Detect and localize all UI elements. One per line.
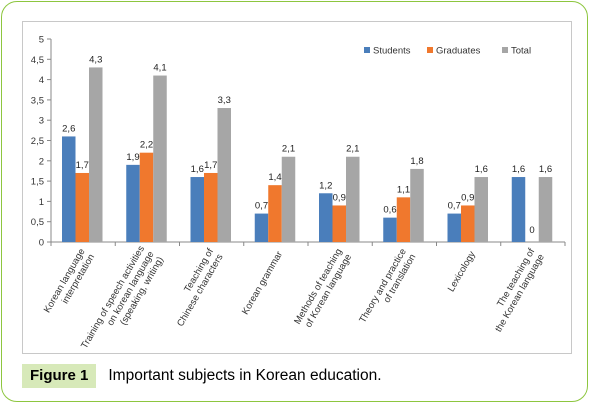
- data-label: 1,7: [76, 160, 89, 171]
- bar-students: [62, 136, 76, 242]
- y-tick-label: 0,5: [31, 217, 44, 228]
- category-label-line: Lexicology: [446, 249, 478, 294]
- data-label: 1,1: [397, 184, 410, 195]
- bar-total: [153, 75, 167, 242]
- bar-total: [89, 67, 103, 242]
- y-tick-label: 4: [39, 75, 44, 86]
- data-label: 4,3: [89, 54, 102, 65]
- figure-caption: Figure 1 Important subjects in Korean ed…: [22, 364, 382, 388]
- data-label: 0,6: [383, 205, 396, 216]
- bar-graduates: [461, 205, 475, 242]
- legend-label-total: Total: [511, 46, 531, 57]
- data-label: 0,7: [448, 201, 461, 212]
- data-label: 1,9: [126, 152, 139, 163]
- y-tick-label: 2,5: [31, 136, 44, 147]
- y-tick-label: 1,5: [31, 177, 44, 188]
- bar-total: [346, 156, 360, 242]
- data-label: 0: [529, 225, 534, 236]
- figure-label: Figure 1: [22, 364, 97, 388]
- category-label-line: Korean grammar: [240, 250, 285, 317]
- data-label: 2,6: [62, 123, 75, 134]
- data-label: 1,6: [512, 164, 525, 175]
- bar-graduates: [268, 185, 282, 242]
- category-label: Korean grammar: [240, 250, 285, 317]
- data-label: 1,7: [204, 160, 217, 171]
- bar-graduates: [332, 205, 346, 242]
- y-tick-label: 5: [39, 35, 44, 46]
- data-label: 0,9: [333, 192, 346, 203]
- bar-total: [410, 168, 424, 242]
- data-label: 2,1: [346, 144, 359, 155]
- y-tick-label: 3,5: [31, 95, 44, 106]
- bar-graduates: [204, 172, 218, 242]
- data-label: 4,1: [153, 63, 166, 74]
- bar-students: [511, 177, 526, 242]
- category-label: Lexicology: [446, 249, 478, 294]
- data-label: 1,6: [191, 164, 204, 175]
- bar-graduates: [75, 172, 89, 242]
- bar-students: [447, 213, 461, 242]
- bar-total: [281, 156, 296, 242]
- bar-total: [474, 177, 488, 242]
- bar-graduates: [139, 152, 154, 242]
- bar-students: [319, 193, 333, 242]
- data-label: 0,7: [255, 201, 268, 212]
- data-label: 1,6: [475, 164, 488, 175]
- y-tick-label: 1: [39, 197, 44, 208]
- bar-students: [254, 213, 269, 242]
- legend-label-students: Students: [373, 46, 411, 57]
- bar-total: [217, 108, 231, 243]
- data-label: 2,2: [140, 140, 153, 151]
- legend-swatch-graduates: [427, 47, 433, 53]
- data-label: 3,3: [218, 95, 231, 106]
- figure-caption-text: Important subjects in Korean education.: [108, 367, 382, 384]
- y-tick-label: 4,5: [31, 55, 44, 66]
- data-label: 1,6: [539, 164, 552, 175]
- data-label: 1,2: [319, 180, 332, 191]
- y-tick-label: 2: [39, 156, 44, 167]
- y-tick-label: 3: [39, 116, 44, 127]
- bar-students: [190, 177, 204, 242]
- data-label: 1,8: [410, 156, 423, 167]
- legend-label-graduates: Graduates: [436, 46, 481, 57]
- data-label: 0,9: [461, 192, 474, 203]
- bar-students: [383, 217, 397, 242]
- y-tick-label: 0: [39, 238, 44, 249]
- data-label: 1,4: [268, 172, 281, 183]
- legend-swatch-total: [502, 47, 508, 53]
- bar-students: [126, 164, 140, 242]
- legend-swatch-students: [364, 47, 370, 53]
- data-label: 2,1: [282, 144, 295, 155]
- bar-total: [538, 177, 553, 242]
- bar-graduates: [396, 197, 411, 242]
